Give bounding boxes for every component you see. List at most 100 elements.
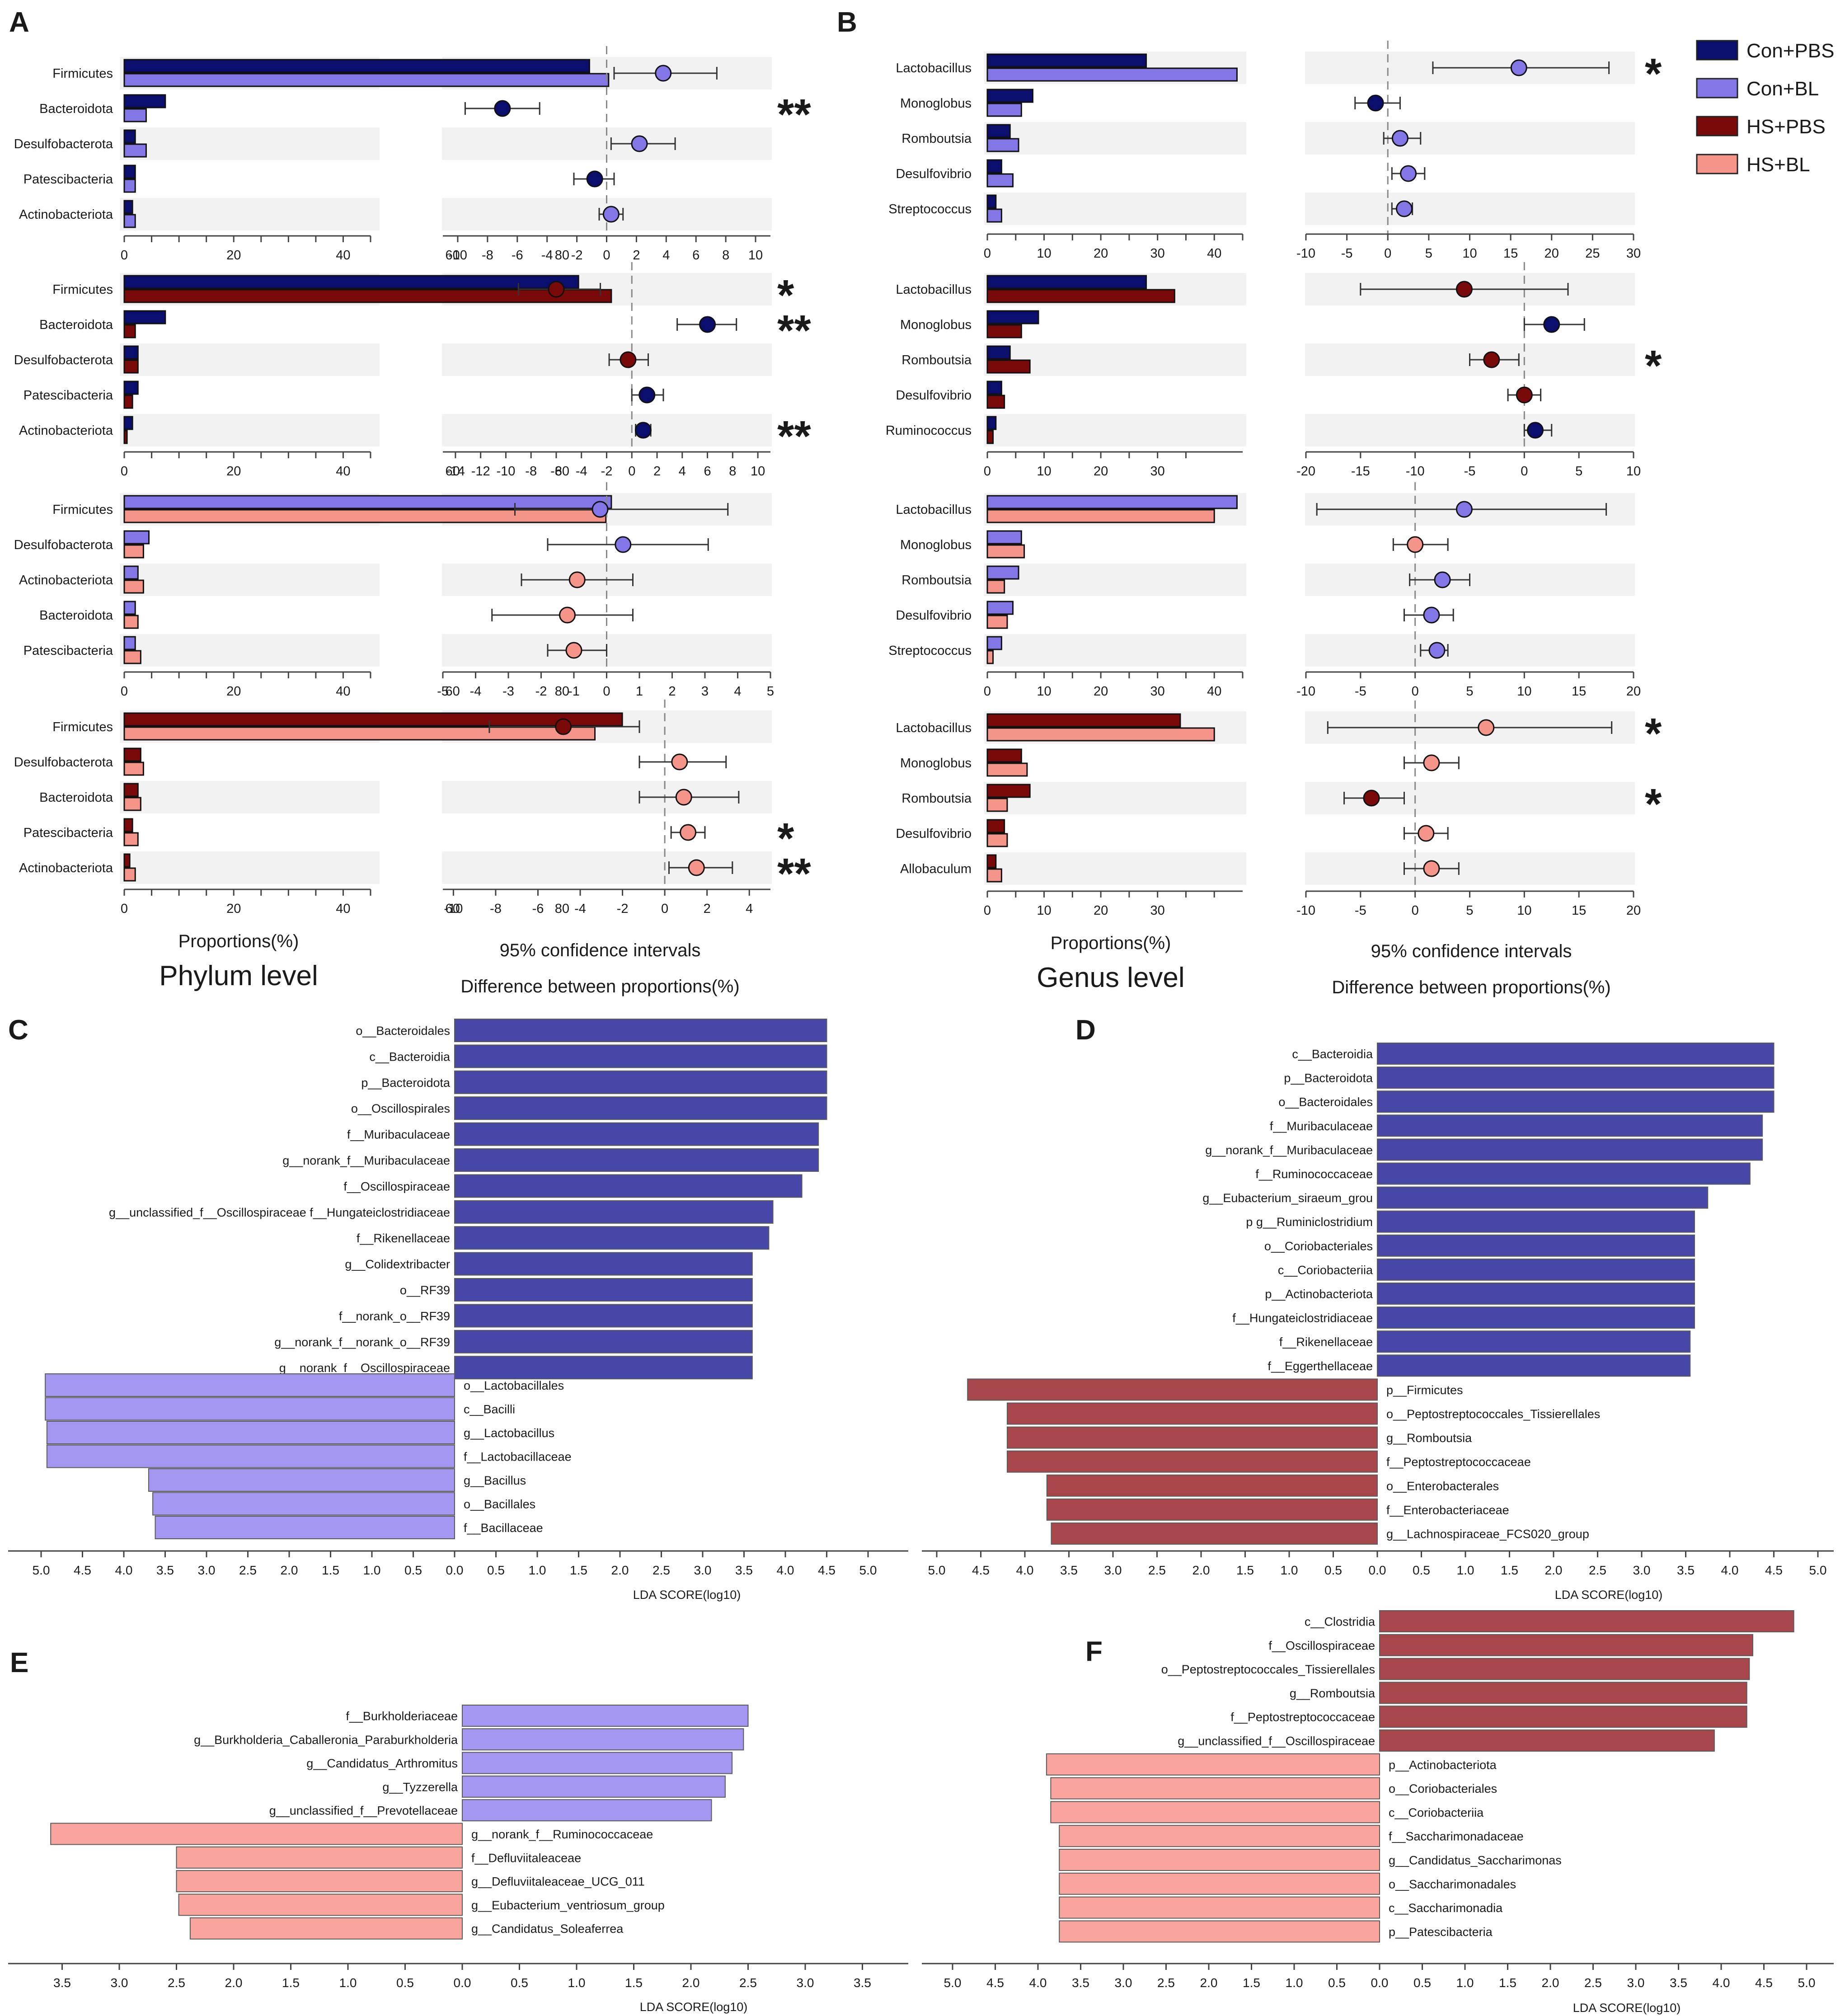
bar-hs-bl-firmicutes bbox=[123, 509, 607, 523]
category-label: Lactobacillus bbox=[896, 721, 972, 735]
lda-tick-label: 0.5 bbox=[1413, 1563, 1430, 1577]
lda-tick-label: 5.0 bbox=[33, 1563, 50, 1577]
ci-tick-label: 0 bbox=[628, 464, 635, 479]
bar-con-pbs-patescibacteria bbox=[123, 381, 139, 395]
ci-tick-label: -15 bbox=[1351, 464, 1370, 479]
lda-tick-label: 5.0 bbox=[1809, 1563, 1827, 1577]
lda-label: g__norank_f__Oscillospiraceae bbox=[279, 1361, 450, 1375]
lda-label: g__Defluviitaleaceae_UCG_011 bbox=[471, 1875, 645, 1889]
diff-point-lactobacillus bbox=[1478, 719, 1495, 736]
lda-label: p__Bacteroidota bbox=[1284, 1071, 1373, 1085]
diff-point-romboutsia bbox=[1483, 351, 1500, 368]
lda-label: p g__Ruminiclostridium bbox=[1246, 1215, 1373, 1229]
bar-con-bl-desulfobacterota bbox=[123, 530, 150, 545]
lda-label: o__Saccharimonadales bbox=[1389, 1877, 1516, 1891]
lda-label: o__Coriobacteriales bbox=[1264, 1239, 1373, 1253]
bar-tick-label: 20 bbox=[1094, 684, 1108, 699]
lda-tick-label: 1.0 bbox=[529, 1563, 546, 1577]
lda-bar-c-coriobacteriia bbox=[1377, 1258, 1695, 1281]
ci-tick-label: 10 bbox=[748, 248, 763, 263]
plots: Firmicutes Bacteroidota Desulfobacterota Pa… bbox=[8, 41, 1834, 1990]
bar-tick-label: 20 bbox=[226, 464, 241, 479]
lda-bar-g-colidextribacter bbox=[454, 1252, 753, 1276]
lda-bar-o-saccharimonadales bbox=[1059, 1872, 1380, 1895]
bar-hs-pbs-ruminococcus bbox=[986, 430, 994, 444]
bar-hs-pbs-lactobacillus bbox=[986, 713, 1181, 728]
ci-tick-label: 5 bbox=[1466, 903, 1473, 918]
lda-label: o__Enterobacterales bbox=[1386, 1479, 1499, 1493]
ci-tick-label: -1 bbox=[568, 684, 580, 699]
lda-tick-label: 2.0 bbox=[611, 1563, 629, 1577]
lda-bar-f-oscillospiraceae bbox=[454, 1174, 803, 1198]
lda-tick-label: 4.0 bbox=[1029, 1976, 1047, 1990]
ci-tick-label: -2 bbox=[617, 902, 629, 916]
lda-tick-label: 5.0 bbox=[859, 1563, 877, 1577]
bar-con-pbs-monoglobus bbox=[986, 89, 1033, 103]
category-label: Monoglobus bbox=[900, 756, 972, 771]
lda-label: f__Lactobacillaceae bbox=[464, 1450, 572, 1464]
lda-bar-p-bacteroidota bbox=[1377, 1067, 1775, 1089]
legend-swatch-hs-pbs bbox=[1696, 116, 1738, 136]
bar-hs-bl-monoglobus bbox=[986, 544, 1025, 559]
lda-label: c__Bacteroidia bbox=[369, 1050, 451, 1063]
bar-tick-label: 0 bbox=[121, 902, 128, 916]
lda-label: o__Bacillales bbox=[464, 1498, 535, 1511]
lda-tick-label: 4.5 bbox=[74, 1563, 91, 1577]
bar-tick-label: 30 bbox=[1150, 246, 1165, 261]
bar-con-bl-romboutsia bbox=[986, 565, 1019, 580]
lda-bar-c-coriobacteriia bbox=[1050, 1801, 1380, 1823]
diff-point-bacteroidota bbox=[675, 789, 692, 806]
lda-label: f__Rikenellaceae bbox=[1279, 1335, 1373, 1349]
ci-tick-label: -5 bbox=[1464, 464, 1476, 479]
lda-tick-label: 1.5 bbox=[570, 1563, 587, 1577]
lda-bar-g-norank-f-ruminococcaceae bbox=[50, 1823, 463, 1845]
lda-tick-label: 4.0 bbox=[777, 1563, 794, 1577]
category-label: Firmicutes bbox=[52, 720, 113, 734]
bar-con-pbs-actinobacteriota bbox=[123, 416, 133, 430]
lda-label: f__Oscillospiraceae bbox=[1268, 1639, 1375, 1652]
ci-tick-label: -20 bbox=[1296, 464, 1315, 479]
lda-tick-label: 0.0 bbox=[446, 1563, 464, 1577]
lda-tick-label: 3.5 bbox=[53, 1976, 71, 1990]
bar-tick-label: 40 bbox=[1207, 246, 1221, 261]
category-label: Monoglobus bbox=[900, 538, 972, 552]
bar-con-pbs-actinobacteriota bbox=[123, 200, 133, 214]
lda-tick-label: 3.0 bbox=[797, 1976, 814, 1990]
bar-con-bl-actinobacteriota bbox=[123, 565, 139, 580]
bar-con-pbs-firmicutes bbox=[123, 275, 579, 289]
ci-tick-label: 0 bbox=[1412, 684, 1419, 699]
ci-tick-label: 20 bbox=[1626, 684, 1641, 699]
panel-b-comparison-2: Lactobacillus Monoglobus Romboutsia Desulfo… bbox=[886, 262, 1662, 479]
ci-tick-label: 15 bbox=[1572, 903, 1586, 918]
ci-tick-label: -8 bbox=[525, 464, 537, 479]
lda-tick-label: 1.0 bbox=[1281, 1563, 1298, 1577]
category-label: Desulfobacterota bbox=[14, 353, 113, 367]
lda-tick-label: 3.0 bbox=[1115, 1976, 1132, 1990]
category-label: Desulfobacterota bbox=[14, 538, 113, 552]
lda-label: c__Clostridia bbox=[1305, 1615, 1376, 1629]
row-band bbox=[120, 634, 380, 667]
legend-label-hs-pbs: HS+PBS bbox=[1746, 116, 1826, 138]
lda-tick-label: 2.0 bbox=[682, 1976, 700, 1990]
lda-label: p__Actinobacteriota bbox=[1265, 1288, 1373, 1301]
lda-label: c__Bacilli bbox=[464, 1403, 515, 1416]
diff-point-allobaculum bbox=[1423, 860, 1440, 877]
panel-a-comparison-4: Firmicutes Desulfobacterota Bacteroidota Pa… bbox=[14, 700, 811, 916]
category-label: Patescibacteria bbox=[23, 826, 113, 840]
panel-letter-e: E bbox=[10, 1647, 28, 1678]
lda-bar-f-rikenellaceae bbox=[454, 1226, 770, 1250]
bar-con-pbs-monoglobus bbox=[986, 310, 1039, 324]
category-label: Ruminococcus bbox=[886, 423, 972, 438]
bar-con-pbs-romboutsia bbox=[986, 124, 1011, 138]
lda-tick-label: 4.0 bbox=[1721, 1563, 1739, 1577]
bar-hs-pbs-firmicutes bbox=[123, 289, 612, 303]
lda-bar-g-norank-f-oscillospiraceae bbox=[454, 1356, 753, 1380]
bar-con-pbs-ruminococcus bbox=[986, 416, 997, 430]
lda-tick-label: 1.0 bbox=[1456, 1976, 1474, 1990]
lda-label: o__Oscillospirales bbox=[351, 1102, 450, 1115]
bar-hs-bl-desulfovibrio bbox=[986, 615, 1008, 629]
lda-label: p__Firmicutes bbox=[1386, 1383, 1463, 1397]
category-label: Bacteroidota bbox=[39, 102, 113, 116]
category-label: Monoglobus bbox=[900, 96, 972, 111]
bar-con-bl-monoglobus bbox=[986, 530, 1022, 545]
